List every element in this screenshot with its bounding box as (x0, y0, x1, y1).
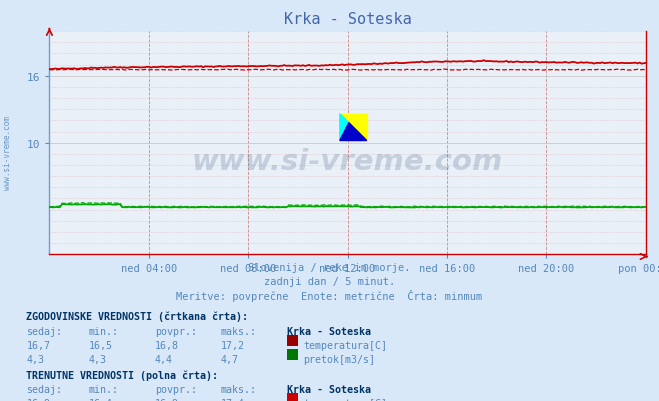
Text: 16,8: 16,8 (155, 340, 179, 350)
Text: sedaj:: sedaj: (26, 384, 63, 394)
Text: TRENUTNE VREDNOSTI (polna črta):: TRENUTNE VREDNOSTI (polna črta): (26, 369, 218, 380)
Text: maks.:: maks.: (221, 326, 257, 336)
Text: temperatura[C]: temperatura[C] (303, 398, 387, 401)
Text: 16,9: 16,9 (26, 398, 50, 401)
Text: Krka - Soteska: Krka - Soteska (287, 326, 370, 336)
Polygon shape (340, 114, 366, 141)
Text: zadnji dan / 5 minut.: zadnji dan / 5 minut. (264, 276, 395, 286)
Text: 16,7: 16,7 (26, 340, 50, 350)
Text: sedaj:: sedaj: (26, 326, 63, 336)
Text: Krka - Soteska: Krka - Soteska (287, 384, 370, 394)
Text: 16,4: 16,4 (89, 398, 113, 401)
Text: temperatura[C]: temperatura[C] (303, 340, 387, 350)
Text: Slovenija / reke in morje.: Slovenija / reke in morje. (248, 263, 411, 273)
Text: 4,7: 4,7 (221, 354, 239, 364)
Text: povpr.:: povpr.: (155, 326, 197, 336)
Text: ZGODOVINSKE VREDNOSTI (črtkana črta):: ZGODOVINSKE VREDNOSTI (črtkana črta): (26, 311, 248, 321)
Text: Meritve: povprečne  Enote: metrične  Črta: minmum: Meritve: povprečne Enote: metrične Črta:… (177, 289, 482, 301)
Title: Krka - Soteska: Krka - Soteska (284, 12, 411, 27)
Polygon shape (340, 124, 366, 141)
Text: povpr.:: povpr.: (155, 384, 197, 394)
Text: 4,4: 4,4 (155, 354, 173, 364)
Text: min.:: min.: (89, 384, 119, 394)
Text: 4,3: 4,3 (89, 354, 107, 364)
Text: 4,3: 4,3 (26, 354, 44, 364)
Text: 16,9: 16,9 (155, 398, 179, 401)
Text: 16,5: 16,5 (89, 340, 113, 350)
Text: www.si-vreme.com: www.si-vreme.com (192, 147, 503, 175)
Text: 17,2: 17,2 (221, 340, 244, 350)
Text: pretok[m3/s]: pretok[m3/s] (303, 354, 375, 364)
Text: maks.:: maks.: (221, 384, 257, 394)
Polygon shape (340, 114, 366, 141)
Text: www.si-vreme.com: www.si-vreme.com (3, 115, 13, 189)
Text: min.:: min.: (89, 326, 119, 336)
Text: 17,4: 17,4 (221, 398, 244, 401)
